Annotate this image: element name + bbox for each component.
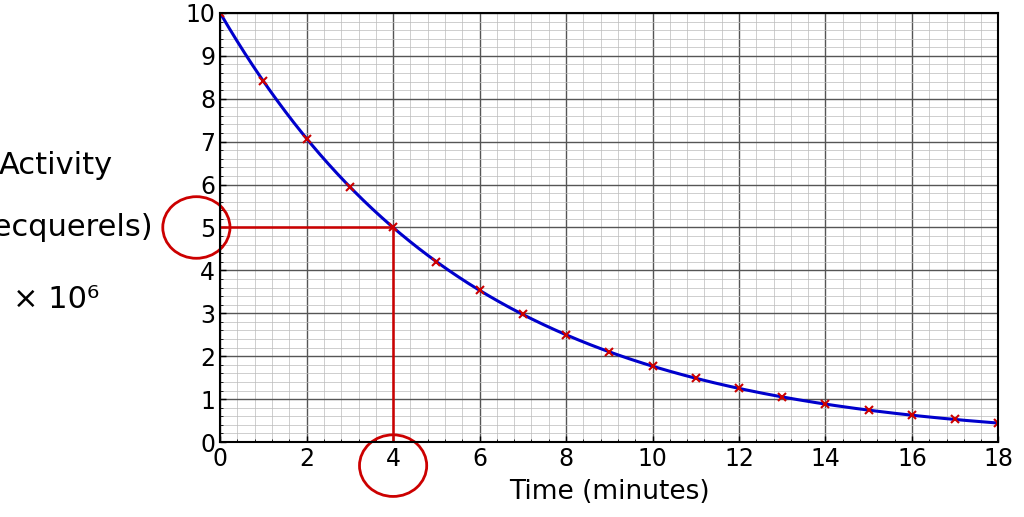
X-axis label: Time (minutes): Time (minutes) xyxy=(509,479,710,505)
Text: (Becquerels): (Becquerels) xyxy=(0,213,153,242)
Text: × 10⁶: × 10⁶ xyxy=(13,285,99,314)
Text: Activity: Activity xyxy=(0,151,114,180)
